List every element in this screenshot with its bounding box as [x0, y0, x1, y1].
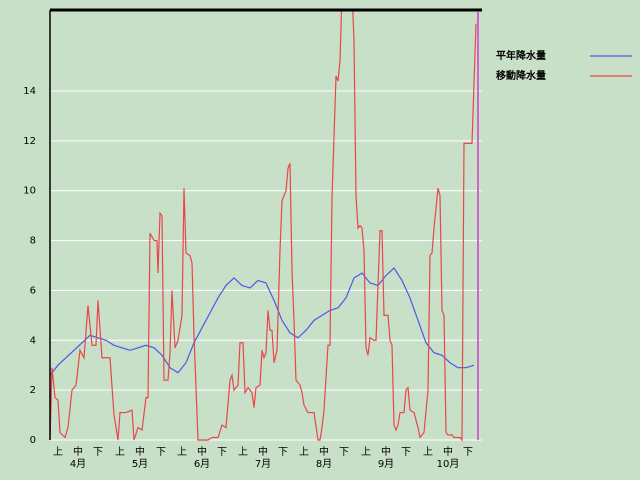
x-tick-label: 上	[238, 446, 248, 458]
x-tick-label: 上	[115, 446, 125, 458]
legend-label: 移動降水量	[496, 69, 546, 82]
x-tick-label: 下	[339, 447, 349, 458]
x-tick-label: 中	[73, 445, 83, 458]
month-label: 8月	[316, 458, 332, 470]
y-tick-label: 10	[23, 186, 36, 197]
month-label: 7月	[255, 458, 271, 470]
y-tick-label: 6	[30, 285, 36, 296]
y-tick-label: 4	[30, 335, 36, 346]
x-tick-label: 中	[135, 445, 145, 458]
x-tick-label: 下	[401, 447, 411, 458]
x-tick-label: 上	[299, 446, 309, 458]
x-tick-label: 下	[278, 447, 288, 458]
y-tick-label: 12	[23, 136, 36, 147]
y-tick-label: 0	[30, 435, 36, 446]
x-tick-label: 下	[93, 447, 103, 458]
plot-area	[50, 10, 477, 442]
x-tick-label: 上	[53, 446, 63, 458]
series-line	[50, 10, 477, 442]
x-tick-label: 上	[423, 446, 433, 458]
y-tick-label: 8	[30, 236, 36, 247]
x-tick-label: 中	[197, 445, 207, 458]
labels: 02468101214上中下上中下上中下上中下上中下上中下上中下4月 5月 6月 7月…	[23, 49, 632, 470]
x-tick-label: 中	[443, 445, 453, 458]
x-tick-label: 下	[217, 447, 227, 458]
x-tick-label: 上	[177, 446, 187, 458]
y-tick-label: 2	[30, 385, 36, 396]
x-tick-label: 中	[381, 445, 391, 458]
month-label: 5月	[132, 458, 148, 470]
y-tick-label: 14	[23, 86, 36, 97]
x-tick-label: 下	[156, 447, 166, 458]
series-line	[50, 267, 475, 376]
month-label: 9月	[378, 458, 394, 470]
month-label: 6月	[194, 458, 210, 470]
month-label: 10月	[437, 458, 460, 470]
x-tick-label: 中	[319, 445, 329, 458]
month-label: 4月	[70, 458, 86, 470]
x-tick-label: 中	[258, 445, 268, 458]
legend-label: 平年降水量	[496, 49, 546, 62]
x-tick-label: 上	[361, 446, 371, 458]
x-tick-label: 下	[463, 447, 473, 458]
